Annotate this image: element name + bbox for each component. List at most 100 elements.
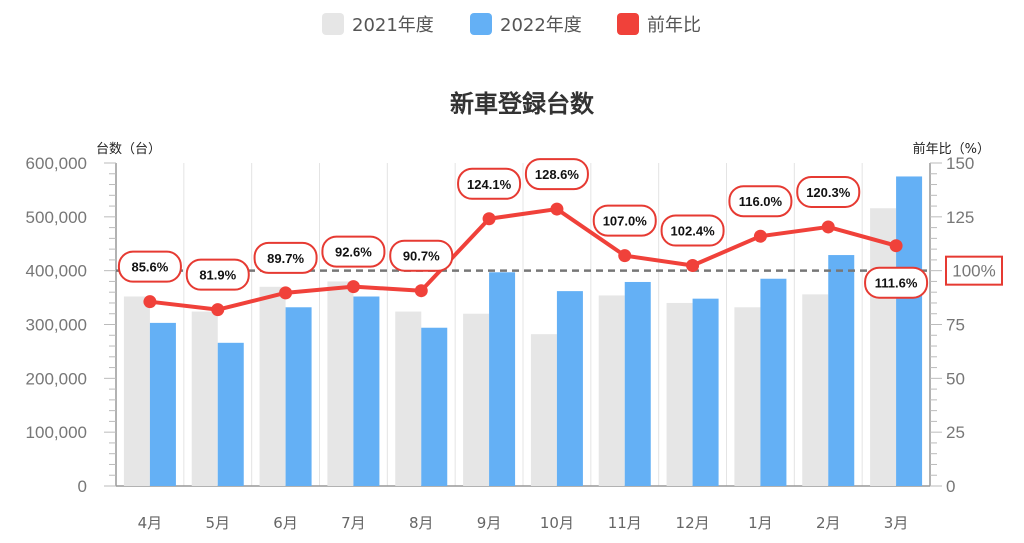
legend-label-1: 2021年度	[352, 15, 434, 36]
y-left-tick-label: 200,000	[26, 369, 87, 388]
data-label-box-9	[660, 214, 725, 247]
bar-2021-9	[666, 302, 693, 486]
reference-label: 100%	[952, 262, 995, 281]
ratio-point-4	[346, 280, 360, 294]
bar-2022-10	[760, 278, 787, 486]
bar-2022-2	[217, 342, 244, 486]
x-tick-label: 4月	[138, 514, 163, 532]
data-label-box-6	[457, 167, 522, 200]
data-label-10: 116.0%	[739, 194, 783, 209]
y-left-tick-label: 100,000	[26, 423, 87, 442]
data-label-11: 120.3%	[806, 185, 851, 200]
ratio-point-7	[550, 202, 564, 216]
bar-2021-5	[395, 311, 422, 486]
x-tick-label: 8月	[409, 514, 434, 532]
bar-2021-11	[802, 294, 829, 486]
data-label-box-3	[253, 241, 318, 274]
bar-2021-10	[734, 307, 761, 486]
x-tick-label: 7月	[341, 514, 366, 532]
legend-swatch-3	[617, 13, 639, 35]
ratio-point-2	[211, 303, 225, 317]
x-tick-label: 5月	[205, 514, 230, 532]
data-label-5: 90.7%	[403, 249, 440, 264]
x-tick-label: 1月	[748, 514, 773, 532]
y-left-tick-label: 500,000	[26, 208, 87, 227]
reference-label-box	[945, 255, 1003, 286]
data-label-12: 111.6%	[875, 276, 918, 291]
data-label-box-5	[389, 239, 454, 272]
ratio-point-8	[618, 249, 632, 263]
bar-2022-12	[896, 176, 923, 487]
bar-2021-7	[530, 334, 557, 486]
y-left-tick-label: 0	[78, 477, 87, 496]
data-label-box-1	[117, 250, 182, 283]
bar-2021-3	[259, 286, 286, 486]
y-right-tick-label: 0	[946, 477, 955, 496]
ratio-point-10	[753, 229, 767, 243]
legend: 2021年度 2022年度 前年比	[322, 13, 701, 36]
data-label-1: 85.6%	[131, 260, 168, 275]
bar-2022-11	[828, 255, 855, 486]
ratio-point-1	[143, 295, 157, 309]
data-label-box-10	[728, 185, 793, 218]
ratio-point-3	[279, 286, 293, 300]
data-label-box-4	[321, 235, 386, 268]
data-label-box-7	[524, 158, 589, 191]
bar-2022-4	[353, 296, 380, 486]
bar-2021-6	[463, 313, 490, 486]
y-left-tick-label: 600,000	[26, 154, 87, 173]
y-left-axis-label: 台数（台）	[96, 142, 161, 157]
y-left-tick-label: 300,000	[26, 316, 87, 335]
data-label-4: 92.6%	[335, 245, 372, 260]
x-tick-label: 12月	[676, 514, 710, 532]
reference-line-group: 100%	[116, 255, 1003, 286]
data-label-box-11	[796, 175, 861, 208]
y-right-axis-label: 前年比（%）	[913, 141, 990, 157]
ratio-point-11	[821, 220, 835, 234]
y-left-tick-label: 400,000	[26, 262, 87, 281]
legend-label-2: 2022年度	[500, 15, 582, 36]
x-tick-label: 6月	[273, 514, 298, 532]
data-label-box-12	[864, 266, 929, 299]
bar-2021-4	[327, 281, 354, 486]
data-labels: 85.6% 81.9% 89.7% 92.6% 90.7% 124.1% 128.6% 107…	[117, 158, 929, 299]
y-right-tick-label: 75	[946, 316, 965, 335]
data-label-8: 107.0%	[603, 214, 648, 229]
data-label-box-8	[592, 204, 657, 237]
legend-swatch-1	[322, 13, 344, 35]
data-label-6: 124.1%	[467, 177, 512, 192]
y-right-tick-label: 25	[946, 423, 965, 442]
chart-title: 新車登録台数	[450, 90, 595, 118]
axes	[104, 162, 942, 487]
bar-2022-9	[692, 298, 719, 486]
x-tick-label: 11月	[608, 514, 642, 532]
x-tick-label: 10月	[540, 514, 574, 532]
x-tick-label: 9月	[477, 514, 502, 532]
ratio-line	[143, 202, 903, 317]
data-label-2: 81.9%	[199, 268, 236, 283]
bar-2022-7	[556, 291, 583, 486]
bar-2022-1	[149, 322, 176, 486]
x-tick-label: 3月	[884, 514, 909, 532]
data-label-box-2	[185, 258, 250, 291]
y-right-tick-label: 125	[946, 208, 974, 227]
y-right-tick-label: 50	[946, 369, 965, 388]
bars	[123, 176, 923, 487]
ratio-point-5	[414, 284, 428, 298]
legend-label-3: 前年比	[647, 15, 701, 36]
bar-2021-1	[123, 296, 150, 486]
data-label-9: 102.4%	[671, 223, 716, 238]
ratio-point-12	[889, 239, 903, 253]
bar-2021-2	[191, 311, 218, 486]
bar-2021-12	[870, 208, 897, 486]
ratio-point-9	[686, 258, 700, 272]
ratio-point-6	[482, 212, 496, 226]
bar-2021-8	[598, 295, 625, 486]
bar-2022-3	[285, 307, 312, 486]
bar-2022-8	[624, 281, 651, 486]
data-label-3: 89.7%	[267, 251, 304, 266]
tick-labels: 0 100,000 200,000 300,000 400,000 500,000 600,…	[26, 154, 975, 532]
y-right-tick-label: 150	[946, 154, 974, 173]
